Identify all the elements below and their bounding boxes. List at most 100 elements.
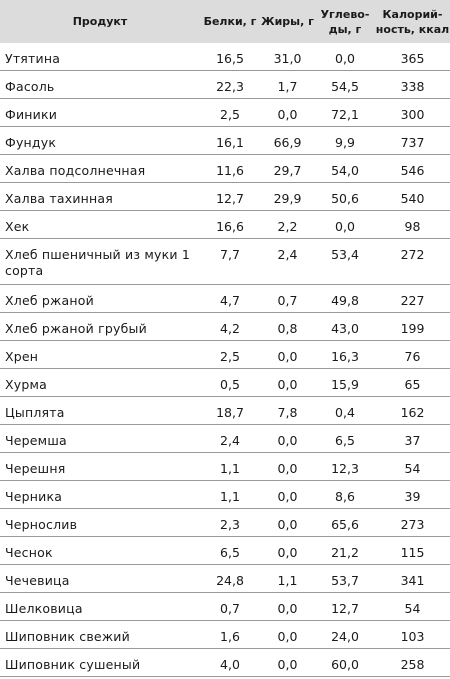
- cell-carbs: 50,6: [331, 191, 359, 206]
- cell-carbs: 49,8: [331, 293, 359, 308]
- cell-product: Шиповник свежий: [5, 629, 130, 644]
- table-row: Хрен 2,5 0,0 16,3 76: [0, 341, 450, 369]
- cell-carbs: 0,4: [335, 405, 355, 420]
- table-row: Халва тахинная 12,7 29,9 50,6 540: [0, 183, 450, 211]
- cell-protein: 24,8: [216, 573, 244, 588]
- header-protein: Белки, г: [203, 15, 257, 28]
- cell-carbs: 21,2: [331, 545, 359, 560]
- cell-carbs: 43,0: [331, 321, 359, 336]
- cell-calories: 338: [400, 79, 425, 94]
- cell-fat: 7,8: [277, 405, 298, 420]
- cell-carbs: 72,1: [331, 107, 359, 122]
- cell-product: Чернослив: [5, 517, 78, 532]
- cell-calories: 115: [400, 545, 425, 560]
- cell-fat: 0,8: [277, 321, 298, 336]
- cell-fat: 2,2: [277, 219, 298, 234]
- cell-product: Чеснок: [5, 545, 53, 560]
- cell-protein: 2,3: [220, 517, 240, 532]
- cell-carbs: 16,3: [331, 349, 359, 364]
- table-row: Халва подсолнечная 11,6 29,7 54,0 546: [0, 155, 450, 183]
- cell-calories: 540: [400, 191, 425, 206]
- table-row: Шиповник свежий 1,6 0,0 24,0 103: [0, 621, 450, 649]
- cell-calories: 365: [400, 51, 425, 66]
- cell-protein: 1,6: [220, 629, 240, 644]
- cell-fat: 0,0: [277, 629, 298, 644]
- cell-protein: 12,7: [216, 191, 244, 206]
- table-row: Черемша 2,4 0,0 6,5 37: [0, 425, 450, 453]
- cell-protein: 11,6: [216, 163, 244, 178]
- cell-protein: 1,1: [220, 489, 240, 504]
- cell-calories: 341: [400, 573, 425, 588]
- table-row: Шиповник сушеный 4,0 0,0 60,0 258: [0, 649, 450, 677]
- table-row: Хурма 0,5 0,0 15,9 65: [0, 369, 450, 397]
- cell-calories: 103: [400, 629, 425, 644]
- cell-fat: 29,9: [273, 191, 302, 206]
- cell-calories: 227: [400, 293, 425, 308]
- cell-fat: 0,0: [277, 461, 298, 476]
- cell-carbs: 65,6: [331, 517, 359, 532]
- table-row: Цыплята 18,7 7,8 0,4 162: [0, 397, 450, 425]
- table-row: Шелковица 0,7 0,0 12,7 54: [0, 593, 450, 621]
- cell-protein: 16,6: [216, 219, 244, 234]
- cell-fat: 29,7: [273, 163, 302, 178]
- header-carbs: Углево- ды, г: [320, 7, 370, 36]
- cell-calories: 39: [404, 489, 421, 504]
- cell-carbs: 54,5: [331, 79, 359, 94]
- table-row: Чечевица 24,8 1,1 53,7 341: [0, 565, 450, 593]
- cell-carbs: 24,0: [331, 629, 359, 644]
- cell-product: Финики: [5, 107, 58, 122]
- cell-fat: 1,1: [277, 573, 298, 588]
- cell-protein: 1,1: [220, 461, 240, 476]
- cell-protein: 2,4: [220, 433, 240, 448]
- cell-product: Шелковица: [5, 601, 83, 616]
- header-calories: Калорий- ность, ккал: [375, 7, 450, 36]
- cell-calories: 37: [404, 433, 421, 448]
- table-row: Хлеб ржаной 4,7 0,7 49,8 227: [0, 285, 450, 313]
- cell-calories: 737: [400, 135, 425, 150]
- cell-protein: 18,7: [216, 405, 244, 420]
- table-body: Утятина 16,5 31,0 0,0 365 Фасоль 22,3 1,7 54,5 33…: [0, 43, 450, 677]
- cell-fat: 0,0: [277, 657, 298, 672]
- table-header: Продукт Белки, г Жиры, г Углево- ды, г К…: [0, 0, 450, 43]
- cell-carbs: 12,7: [331, 601, 359, 616]
- table-row: Финики 2,5 0,0 72,1 300: [0, 99, 450, 127]
- table-row: Утятина 16,5 31,0 0,0 365: [0, 43, 450, 71]
- cell-carbs: 12,3: [331, 461, 359, 476]
- table-row: Фасоль 22,3 1,7 54,5 338: [0, 71, 450, 99]
- cell-product: Шиповник сушеный: [5, 657, 141, 672]
- cell-protein: 4,0: [220, 657, 240, 672]
- cell-product: Фасоль: [5, 79, 55, 94]
- cell-product: Хлеб ржаной: [5, 293, 94, 308]
- cell-protein: 2,5: [220, 107, 240, 122]
- cell-carbs: 54,0: [331, 163, 359, 178]
- cell-carbs: 53,7: [331, 573, 359, 588]
- cell-protein: 7,7: [220, 247, 240, 262]
- cell-protein: 16,1: [216, 135, 244, 150]
- cell-protein: 0,7: [220, 601, 240, 616]
- cell-product: Утятина: [5, 51, 61, 66]
- cell-product: Черешня: [5, 461, 66, 476]
- cell-product: Хлеб пшеничный из муки 1 сорта: [5, 247, 191, 278]
- cell-product: Халва подсолнечная: [5, 163, 146, 178]
- cell-fat: 0,0: [277, 433, 298, 448]
- cell-product: Черемша: [5, 433, 67, 448]
- cell-fat: 0,0: [277, 601, 298, 616]
- cell-carbs: 9,9: [335, 135, 355, 150]
- cell-calories: 273: [400, 517, 425, 532]
- cell-carbs: 8,6: [335, 489, 355, 504]
- cell-product: Цыплята: [5, 405, 65, 420]
- cell-product: Хек: [5, 219, 30, 234]
- cell-calories: 272: [400, 247, 425, 262]
- cell-protein: 2,5: [220, 349, 240, 364]
- cell-calories: 54: [404, 461, 421, 476]
- header-product: Продукт: [72, 15, 128, 28]
- cell-product: Халва тахинная: [5, 191, 114, 206]
- cell-protein: 4,7: [220, 293, 240, 308]
- table-row: Хек 16,6 2,2 0,0 98: [0, 211, 450, 239]
- table-row: Черешня 1,1 0,0 12,3 54: [0, 453, 450, 481]
- cell-calories: 98: [404, 219, 421, 234]
- cell-fat: 0,0: [277, 107, 298, 122]
- cell-calories: 258: [400, 657, 425, 672]
- cell-fat: 31,0: [273, 51, 302, 66]
